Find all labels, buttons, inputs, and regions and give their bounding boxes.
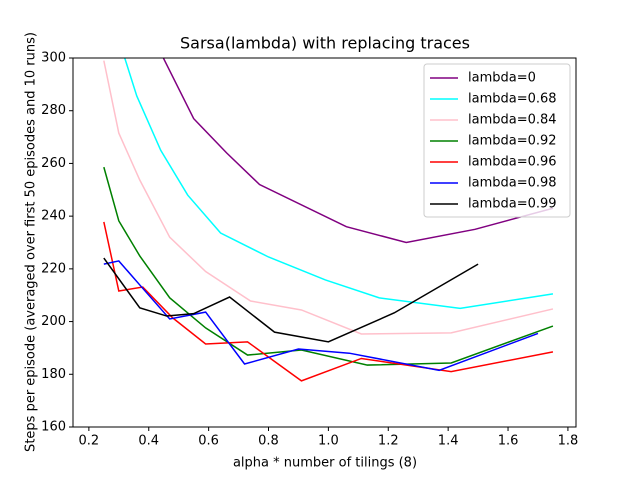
series-line <box>103 257 479 343</box>
x-tick-label: 1.8 <box>558 434 579 449</box>
y-tick-label: 240 <box>41 209 66 224</box>
series-line <box>103 60 554 335</box>
x-tick-label: 0.6 <box>198 434 219 449</box>
legend-label: lambda=0.99 <box>468 197 557 212</box>
y-tick-label: 160 <box>41 420 66 435</box>
series-group <box>103 58 554 382</box>
y-axis-label: Steps per episode (averaged over first 5… <box>24 32 39 452</box>
legend-label: lambda=0 <box>468 71 536 86</box>
legend-label: lambda=0.98 <box>468 176 557 191</box>
series-line <box>123 58 554 310</box>
legend-label: lambda=0.92 <box>468 134 557 149</box>
y-tick-label: 300 <box>41 51 66 66</box>
x-tick-label: 1.6 <box>498 434 519 449</box>
x-tick-label: 1.2 <box>378 434 399 449</box>
series-line <box>103 221 554 382</box>
plot-area <box>103 58 554 382</box>
x-tick-label: 1.0 <box>318 434 339 449</box>
legend-box <box>423 63 571 218</box>
series-line <box>162 58 554 244</box>
legend-label: lambda=0.96 <box>468 155 557 170</box>
y-tick-label: 220 <box>41 261 66 276</box>
x-axis-label: alpha * number of tilings (8) <box>233 456 417 471</box>
legend-label: lambda=0.68 <box>468 92 557 107</box>
chart-title: Sarsa(lambda) with replacing traces <box>180 34 470 53</box>
x-tick-label: 0.2 <box>79 434 100 449</box>
axes-frame <box>72 57 577 428</box>
y-tick-label: 200 <box>41 314 66 329</box>
legend-label: lambda=0.84 <box>468 113 557 128</box>
x-tick-label: 0.8 <box>258 434 279 449</box>
series-line <box>103 260 539 372</box>
y-tick-label: 260 <box>41 156 66 171</box>
x-tick-label: 1.4 <box>438 434 459 449</box>
y-tick-label: 280 <box>41 103 66 118</box>
y-tick-label: 180 <box>41 367 66 382</box>
x-tick-label: 0.4 <box>138 434 159 449</box>
